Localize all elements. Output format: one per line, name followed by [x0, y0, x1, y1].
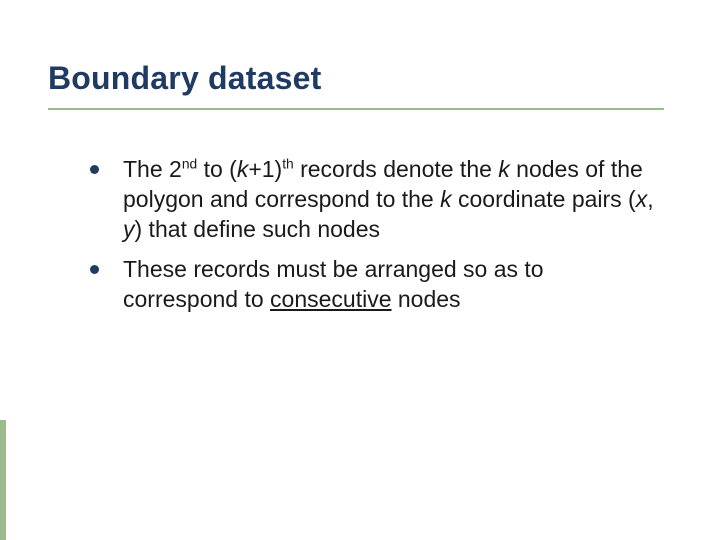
- title-underline: [48, 108, 664, 110]
- accent-strip: [0, 420, 6, 540]
- bullet-marker-icon: [90, 265, 99, 274]
- slide-title: Boundary dataset: [48, 60, 321, 96]
- list-item: The 2nd to (k+1)th records denote the k …: [90, 155, 660, 245]
- title-block: Boundary dataset: [48, 60, 321, 97]
- list-item-text: These records must be arranged so as to …: [123, 255, 660, 315]
- bullet-marker-icon: [90, 165, 99, 174]
- list-item: These records must be arranged so as to …: [90, 255, 660, 315]
- list-item-text: The 2nd to (k+1)th records denote the k …: [123, 155, 660, 245]
- slide: Boundary dataset The 2nd to (k+1)th reco…: [0, 0, 720, 540]
- bullet-body: The 2nd to (k+1)th records denote the k …: [90, 155, 660, 324]
